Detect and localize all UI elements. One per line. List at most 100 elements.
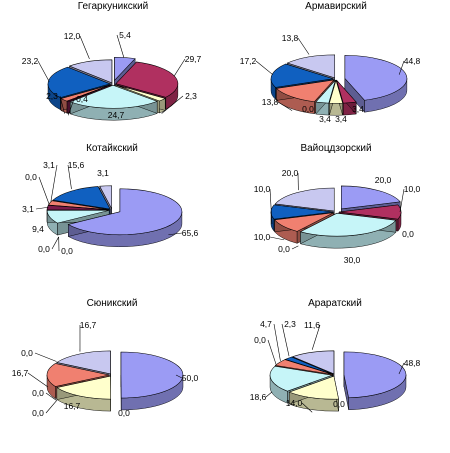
leader-line [27, 372, 49, 388]
data-label: 18,6 [250, 392, 267, 402]
leader-line [51, 236, 59, 250]
pie-chart-4: Вайоцдзорский 20,0 10,0 0,0 30,0 0,0 10,0 10,0 2… [254, 143, 421, 265]
pie-slice-top [274, 359, 333, 375]
leader-line [297, 37, 310, 55]
pie-slice-top [114, 56, 136, 81]
pie-slice [69, 84, 158, 121]
leader-line [269, 236, 285, 241]
pie-slice [67, 188, 183, 247]
data-label: 29,7 [185, 54, 202, 64]
pie-slice-top [284, 356, 333, 375]
pie-slice [56, 375, 111, 412]
leader-line [79, 35, 90, 60]
data-label: 16,7 [12, 368, 29, 378]
leader-line [301, 402, 313, 413]
data-label: 2,3 [284, 319, 296, 329]
data-label: 3,4 [335, 114, 347, 124]
pie-slice-top [343, 351, 407, 399]
pie-slice-top [275, 79, 335, 103]
data-label: 13,8 [262, 97, 279, 107]
leader-line [269, 188, 273, 225]
chart-title: Араратский [308, 298, 362, 309]
data-label: 0,0 [32, 408, 44, 418]
pie-slice-top [286, 54, 336, 79]
data-label: 44,8 [404, 56, 421, 66]
data-label: 48,8 [404, 358, 421, 368]
pie-slice-top [120, 351, 184, 399]
leader-line [168, 232, 183, 236]
pie-slice-top [274, 187, 335, 212]
pie-slice-top [115, 61, 179, 98]
data-label: 10,0 [254, 232, 271, 242]
leader-line [59, 95, 65, 114]
data-label: 0,0 [118, 408, 130, 418]
data-label: 16,7 [64, 401, 81, 411]
data-label: 0,0 [402, 229, 414, 239]
data-label: 3,1 [97, 168, 109, 178]
pie-slice-top [288, 375, 339, 400]
pie-slice-top [46, 209, 110, 224]
pie-slice-top [344, 55, 408, 101]
data-label: 5,4 [119, 30, 131, 40]
pie-slice-top [270, 63, 334, 88]
data-label: 3,4 [352, 104, 364, 114]
data-label: 65,6 [182, 228, 199, 238]
data-label: 0,0 [333, 399, 345, 409]
data-label: 0,0 [38, 244, 50, 254]
pie-slice [343, 351, 407, 411]
pie-slice-top [56, 350, 111, 375]
leader-line [399, 188, 405, 213]
leader-line [267, 339, 277, 365]
pie-slice-top [291, 350, 335, 375]
data-label: 0,0 [61, 246, 73, 256]
pie-slice-top [115, 84, 166, 102]
data-label: 23,2 [22, 56, 39, 66]
leader-line [273, 323, 281, 361]
data-label: 17,2 [240, 56, 257, 66]
leader-line [161, 95, 184, 114]
leader-line [398, 362, 405, 375]
data-label: 11,6 [304, 320, 320, 330]
data-label: 15,6 [68, 160, 85, 170]
data-label: 12,0 [64, 31, 81, 41]
data-label: 3,1 [43, 160, 55, 170]
data-label: 13,8 [282, 33, 299, 43]
data-label: 3,1 [22, 204, 34, 214]
leader-line [265, 391, 273, 398]
pie-slice-top [69, 84, 158, 109]
leader-line [50, 164, 58, 203]
leader-line [68, 98, 75, 116]
leader-line [398, 60, 405, 75]
data-label: 24,7 [108, 110, 125, 120]
leader-line [175, 374, 183, 379]
data-label: 0,0 [32, 388, 44, 398]
pie-slice [329, 79, 343, 116]
pie-slice-top [47, 66, 111, 98]
data-label: 50,0 [182, 373, 199, 383]
leader-line [277, 101, 293, 111]
leader-line [173, 58, 186, 77]
pie-slice-top [338, 204, 402, 220]
leader-line [45, 400, 57, 414]
leader-line [37, 60, 50, 82]
leader-line [35, 206, 49, 210]
data-label: 20,0 [375, 175, 392, 185]
data-label: 14,0 [286, 398, 303, 408]
data-label: 10,0 [254, 184, 271, 194]
chart-title: Сюникский [87, 298, 138, 309]
pie-slice-top [269, 365, 333, 392]
data-label: 0,4 [76, 94, 88, 104]
leader-line [291, 245, 299, 250]
chart-title: Котайкский [86, 143, 138, 154]
chart-title: Армавирский [305, 1, 367, 12]
leader-line [67, 164, 72, 190]
pie-slice-top [67, 188, 183, 236]
data-label: 0,0 [25, 172, 37, 182]
pie-slice-top [52, 186, 111, 210]
data-label: 0,0 [302, 104, 314, 114]
chart-title: Гегаркуникский [78, 1, 149, 12]
pie-slice-top [46, 363, 110, 387]
